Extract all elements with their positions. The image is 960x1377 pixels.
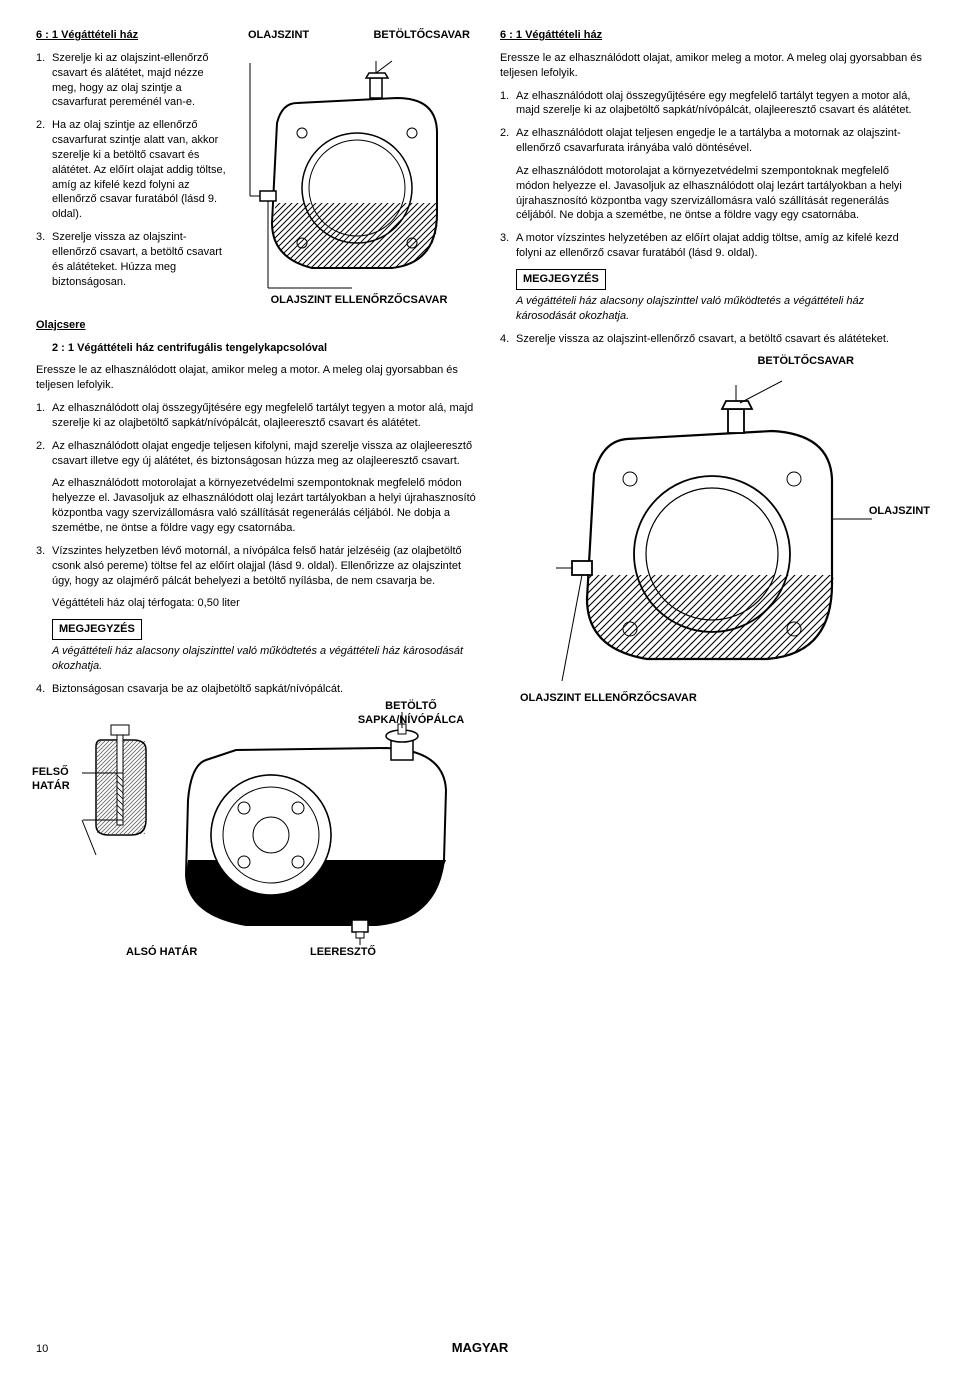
body: Vízszintes helyzetben lévő motornál, a n…: [52, 544, 476, 589]
label-olajszint: OLAJSZINT: [248, 28, 309, 43]
left-p4: Eressze le az elhasználódott olajat, ami…: [36, 363, 476, 393]
right-p4: Az elhasználódott motorolajat a környeze…: [516, 164, 924, 223]
gearcase-diagram-bottom: [36, 705, 476, 945]
right-diagram-wrap: BETÖLTŐCSAVAR: [500, 354, 924, 706]
label-ellenorzocsavar: OLAJSZINT ELLENŐRZŐCSAVAR: [271, 294, 448, 306]
left-item-5: 1. Az elhasználódott olaj összegyűjtésér…: [36, 401, 476, 431]
label-leereszto: LEERESZTŐ: [310, 945, 376, 960]
note-text-1: A végáttételi ház alacsony olajszinttel …: [52, 644, 476, 674]
note-text-2: A végáttételi ház alacsony olajszinttel …: [516, 294, 924, 324]
right-item-2: 1. Az elhasználódott olaj összegyűjtésér…: [500, 89, 924, 119]
num: 2.: [500, 126, 512, 156]
num: 4.: [36, 682, 48, 697]
bottom-diagram-wrap: BETÖLTŐ SAPKA/NÍVÓPÁLCA FELSŐ HATÁR: [36, 705, 476, 960]
label-olajszint-right: OLAJSZINT: [869, 505, 930, 517]
page-number: 10: [36, 1342, 48, 1357]
body: Az elhasználódott olaj összegyűjtésére e…: [516, 89, 924, 119]
right-column: 6 : 1 Végáttételi ház Eressze le az elha…: [500, 28, 924, 959]
num: 4.: [500, 332, 512, 347]
body: Szerelje vissza az olajszint-ellenőrző c…: [52, 230, 226, 289]
right-heading-1: 6 : 1 Végáttételi ház: [500, 28, 924, 43]
num: 3.: [36, 544, 48, 589]
label-betolto-sapka: BETÖLTŐ SAPKA/NÍVÓPÁLCA: [358, 700, 464, 727]
label-betoltocsavar: BETÖLTŐCSAVAR: [373, 28, 470, 43]
right-item-3: 2. Az elhasználódott olajat teljesen eng…: [500, 126, 924, 156]
gearcase-diagram-1: [242, 43, 462, 293]
num: 2.: [36, 439, 48, 469]
body: Szerelje ki az olajszint-ellenőrző csava…: [52, 51, 226, 110]
right-item-6: 4. Szerelje vissza az olajszint-ellenőrz…: [500, 332, 924, 347]
num: 3.: [36, 230, 48, 289]
body: A motor vízszintes helyzetében az előírt…: [516, 231, 924, 261]
label-also-hatar: ALSÓ HATÁR: [126, 945, 197, 960]
left-heading-1: 6 : 1 Végáttételi ház: [36, 28, 226, 43]
right-item-5: 3. A motor vízszintes helyzetében az elő…: [500, 231, 924, 261]
left-top-text: 6 : 1 Végáttételi ház 1. Szerelje ki az …: [36, 28, 226, 308]
gearcase-diagram-2: [532, 369, 892, 689]
left-column: 6 : 1 Végáttételi ház 1. Szerelje ki az …: [36, 28, 476, 959]
right-p1: Eressze le az elhasználódott olajat, ami…: [500, 51, 924, 81]
page-language: MAGYAR: [452, 1339, 509, 1357]
left-item-1: 1. Szerelje ki az olajszint-ellenőrző cs…: [36, 51, 226, 110]
body: Az elhasználódott olajat engedje teljese…: [52, 439, 476, 469]
label-felso-hatar: FELSŐ HATÁR: [32, 766, 70, 793]
left-p7: Az elhasználódott motorolajat a környeze…: [52, 476, 476, 535]
label-check-right: OLAJSZINT ELLENŐRZŐCSAVAR: [520, 692, 697, 704]
left-top-row: 6 : 1 Végáttételi ház 1. Szerelje ki az …: [36, 28, 476, 308]
num: 1.: [36, 51, 48, 110]
left-item-8: 3. Vízszintes helyzetben lévő motornál, …: [36, 544, 476, 589]
left-item-3: 3. Szerelje vissza az olajszint-ellenőrz…: [36, 230, 226, 289]
num: 1.: [500, 89, 512, 119]
body: Ha az olaj szintje az ellenőrző csavarfu…: [52, 118, 226, 222]
left-heading-3: 2 : 1 Végáttételi ház centrifugális teng…: [52, 341, 476, 356]
body: Az elhasználódott olajat teljesen engedj…: [516, 126, 924, 156]
left-top-diagram: OLAJSZINT BETÖLTŐCSAVAR: [242, 28, 476, 308]
note-box-1: MEGJEGYZÉS: [52, 619, 142, 640]
body: Biztonságosan csavarja be az olajbetöltő…: [52, 682, 476, 697]
body: Az elhasználódott olaj összegyűjtésére e…: [52, 401, 476, 431]
olajcsere-heading: Olajcsere: [36, 318, 476, 333]
body: Szerelje vissza az olajszint-ellenőrző c…: [516, 332, 924, 347]
left-p9: Végáttételi ház olaj térfogata: 0,50 lit…: [52, 596, 476, 611]
page-columns: 6 : 1 Végáttételi ház 1. Szerelje ki az …: [36, 28, 924, 959]
note-box-2: MEGJEGYZÉS: [516, 269, 606, 290]
num: 2.: [36, 118, 48, 222]
left-item-6: 2. Az elhasználódott olajat engedje telj…: [36, 439, 476, 469]
left-item-10: 4. Biztonságosan csavarja be az olajbetö…: [36, 682, 476, 697]
num: 1.: [36, 401, 48, 431]
left-item-2: 2. Ha az olaj szintje az ellenőrző csava…: [36, 118, 226, 222]
num: 3.: [500, 231, 512, 261]
label-betolt-right: BETÖLTŐCSAVAR: [757, 355, 854, 367]
